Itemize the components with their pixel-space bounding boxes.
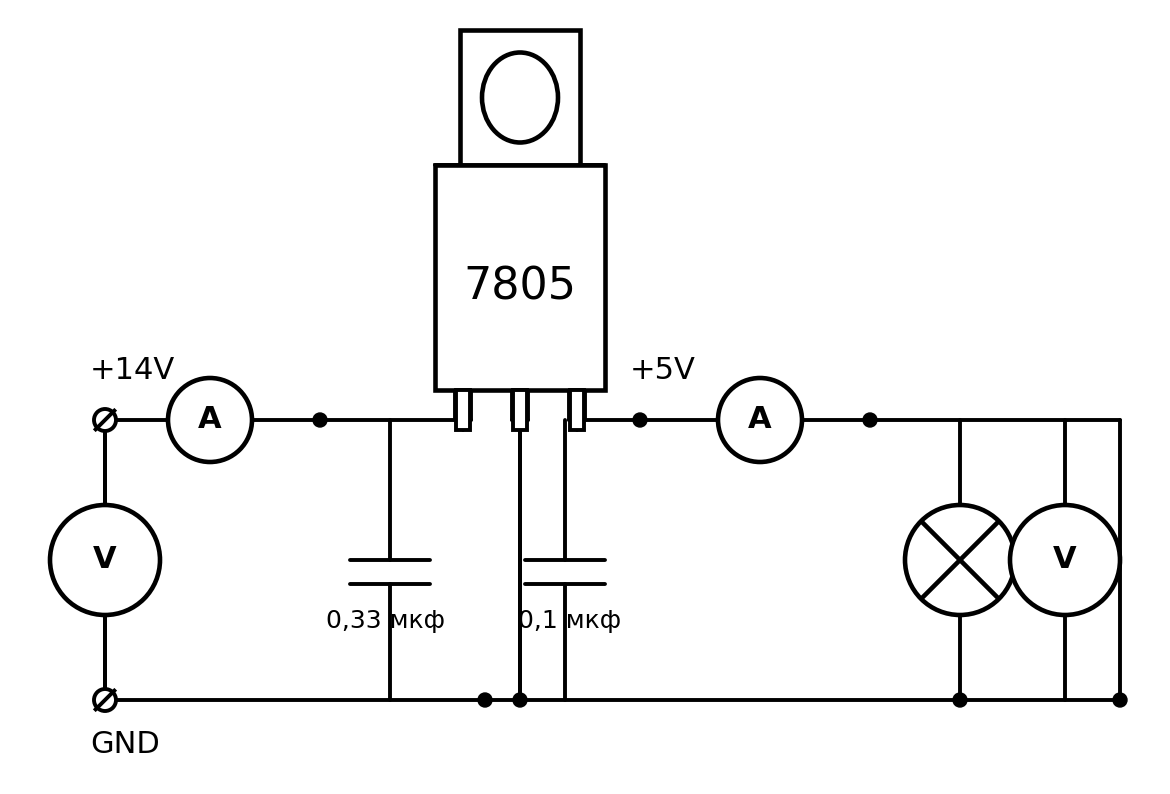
Text: V: V [94,545,117,575]
Text: 0,1 мкф: 0,1 мкф [518,609,621,633]
Circle shape [954,693,966,707]
Bar [512,390,526,430]
Text: +14V: +14V [90,356,176,385]
Text: 7805: 7805 [463,266,577,309]
Circle shape [94,689,116,711]
Circle shape [50,505,160,615]
Circle shape [1010,505,1120,615]
Circle shape [512,693,526,707]
Circle shape [94,409,116,431]
Circle shape [314,413,326,427]
Bar [435,165,605,390]
Circle shape [1113,693,1127,707]
Text: V: V [1053,545,1076,575]
Text: 0,33 мкф: 0,33 мкф [325,609,445,633]
Circle shape [863,413,878,427]
Bar [460,30,580,165]
Circle shape [479,693,493,707]
Text: A: A [198,406,222,434]
Circle shape [718,378,801,462]
Bar [570,390,584,430]
Text: GND: GND [90,730,160,759]
Bar [456,390,470,430]
Text: A: A [748,406,772,434]
Circle shape [906,505,1016,615]
Text: +5V: +5V [629,356,696,385]
Circle shape [168,378,252,462]
Circle shape [633,413,647,427]
